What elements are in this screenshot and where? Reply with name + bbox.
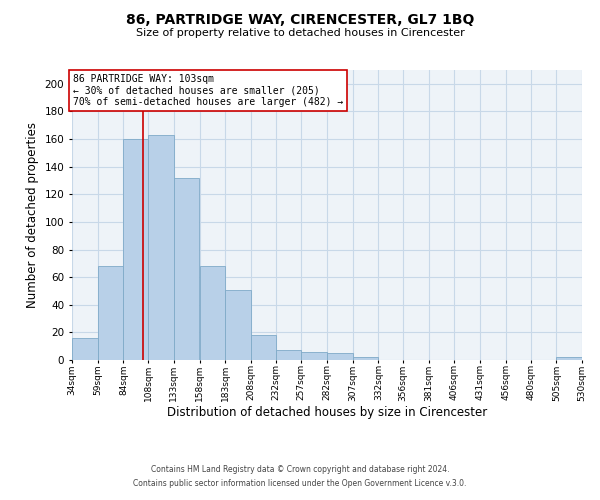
Text: 86, PARTRIDGE WAY, CIRENCESTER, GL7 1BQ: 86, PARTRIDGE WAY, CIRENCESTER, GL7 1BQ [126,12,474,26]
Text: Contains HM Land Registry data © Crown copyright and database right 2024.
Contai: Contains HM Land Registry data © Crown c… [133,466,467,487]
Text: Size of property relative to detached houses in Cirencester: Size of property relative to detached ho… [136,28,464,38]
Bar [275,350,301,360]
Bar [72,338,98,360]
Bar [353,357,379,360]
Y-axis label: Number of detached properties: Number of detached properties [26,122,39,308]
Bar [556,357,582,360]
Bar [251,335,275,360]
Bar [301,352,327,360]
Text: 86 PARTRIDGE WAY: 103sqm
← 30% of detached houses are smaller (205)
70% of semi-: 86 PARTRIDGE WAY: 103sqm ← 30% of detach… [73,74,343,108]
Bar [124,139,148,360]
X-axis label: Distribution of detached houses by size in Cirencester: Distribution of detached houses by size … [167,406,487,419]
Bar [225,290,251,360]
Bar [199,266,225,360]
Bar [148,135,174,360]
Bar [98,266,124,360]
Bar [327,353,353,360]
Bar [174,178,199,360]
